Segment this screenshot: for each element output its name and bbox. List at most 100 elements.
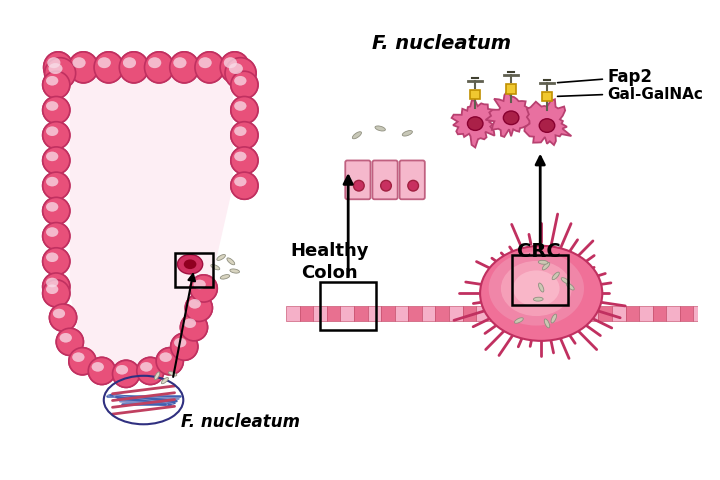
Ellipse shape [155, 372, 160, 380]
Bar [436, 306, 449, 322]
Bar [531, 306, 544, 322]
Bar [512, 254, 568, 305]
Ellipse shape [123, 57, 136, 68]
Ellipse shape [156, 348, 184, 375]
Ellipse shape [145, 52, 174, 83]
Ellipse shape [69, 52, 98, 83]
Ellipse shape [227, 258, 235, 265]
Bar [639, 306, 653, 322]
Bar [653, 306, 666, 322]
Ellipse shape [46, 252, 58, 262]
Ellipse shape [46, 278, 58, 287]
Bar [693, 306, 707, 322]
Ellipse shape [116, 365, 128, 374]
Bar [354, 306, 368, 322]
Ellipse shape [234, 76, 246, 85]
Ellipse shape [199, 57, 212, 68]
Ellipse shape [174, 338, 186, 348]
Ellipse shape [234, 76, 246, 85]
Ellipse shape [69, 348, 96, 375]
Ellipse shape [42, 280, 70, 307]
Polygon shape [451, 100, 500, 147]
Ellipse shape [46, 285, 58, 294]
Ellipse shape [73, 57, 86, 68]
Ellipse shape [42, 273, 70, 300]
Ellipse shape [44, 52, 73, 83]
Ellipse shape [42, 280, 70, 307]
Bar [320, 282, 377, 330]
FancyBboxPatch shape [372, 160, 397, 199]
Ellipse shape [184, 318, 196, 328]
Ellipse shape [402, 131, 413, 136]
Ellipse shape [116, 365, 128, 374]
Ellipse shape [42, 121, 70, 149]
Ellipse shape [231, 172, 258, 199]
Ellipse shape [91, 362, 104, 372]
Ellipse shape [408, 180, 418, 191]
Ellipse shape [56, 328, 84, 355]
Ellipse shape [195, 52, 224, 83]
Polygon shape [524, 99, 572, 145]
Bar [598, 306, 612, 322]
Ellipse shape [137, 357, 164, 384]
Bar [174, 252, 213, 287]
Ellipse shape [46, 202, 58, 212]
Ellipse shape [46, 228, 58, 237]
Text: Healthy
Colon: Healthy Colon [290, 242, 369, 282]
Ellipse shape [234, 152, 246, 161]
Ellipse shape [551, 314, 557, 323]
Ellipse shape [148, 57, 161, 68]
Bar [558, 306, 571, 322]
Ellipse shape [178, 254, 203, 274]
Ellipse shape [42, 273, 70, 300]
Ellipse shape [50, 304, 76, 331]
Ellipse shape [375, 126, 385, 131]
Ellipse shape [489, 252, 584, 325]
Ellipse shape [381, 180, 392, 191]
Bar [517, 306, 531, 322]
FancyBboxPatch shape [346, 160, 371, 199]
Ellipse shape [352, 132, 361, 139]
Ellipse shape [231, 71, 258, 98]
Ellipse shape [46, 126, 58, 136]
Ellipse shape [137, 357, 164, 384]
Ellipse shape [48, 57, 60, 68]
Ellipse shape [234, 101, 246, 111]
Ellipse shape [46, 126, 58, 136]
Bar [680, 306, 693, 322]
Bar [626, 306, 639, 322]
Ellipse shape [170, 52, 199, 83]
Bar [612, 306, 626, 322]
Ellipse shape [544, 319, 549, 328]
Ellipse shape [181, 314, 207, 341]
Ellipse shape [234, 126, 246, 136]
Ellipse shape [48, 57, 60, 68]
Ellipse shape [174, 57, 186, 68]
Ellipse shape [161, 378, 168, 384]
Ellipse shape [190, 275, 217, 302]
Ellipse shape [231, 147, 258, 174]
Ellipse shape [46, 76, 58, 85]
Ellipse shape [69, 52, 98, 83]
Polygon shape [485, 91, 535, 137]
Ellipse shape [231, 121, 258, 149]
Ellipse shape [217, 254, 225, 261]
Ellipse shape [467, 117, 483, 131]
Ellipse shape [171, 333, 198, 360]
Ellipse shape [231, 121, 258, 149]
Ellipse shape [194, 280, 206, 289]
Bar [341, 306, 354, 322]
Ellipse shape [53, 309, 65, 318]
Ellipse shape [231, 96, 258, 124]
Bar [368, 306, 381, 322]
Ellipse shape [46, 76, 58, 85]
Ellipse shape [231, 172, 258, 199]
Ellipse shape [195, 52, 224, 83]
Ellipse shape [171, 333, 198, 360]
Ellipse shape [156, 348, 184, 375]
Ellipse shape [224, 57, 237, 68]
Ellipse shape [542, 263, 550, 270]
Ellipse shape [60, 333, 72, 343]
Ellipse shape [230, 269, 240, 273]
Bar [476, 306, 490, 322]
